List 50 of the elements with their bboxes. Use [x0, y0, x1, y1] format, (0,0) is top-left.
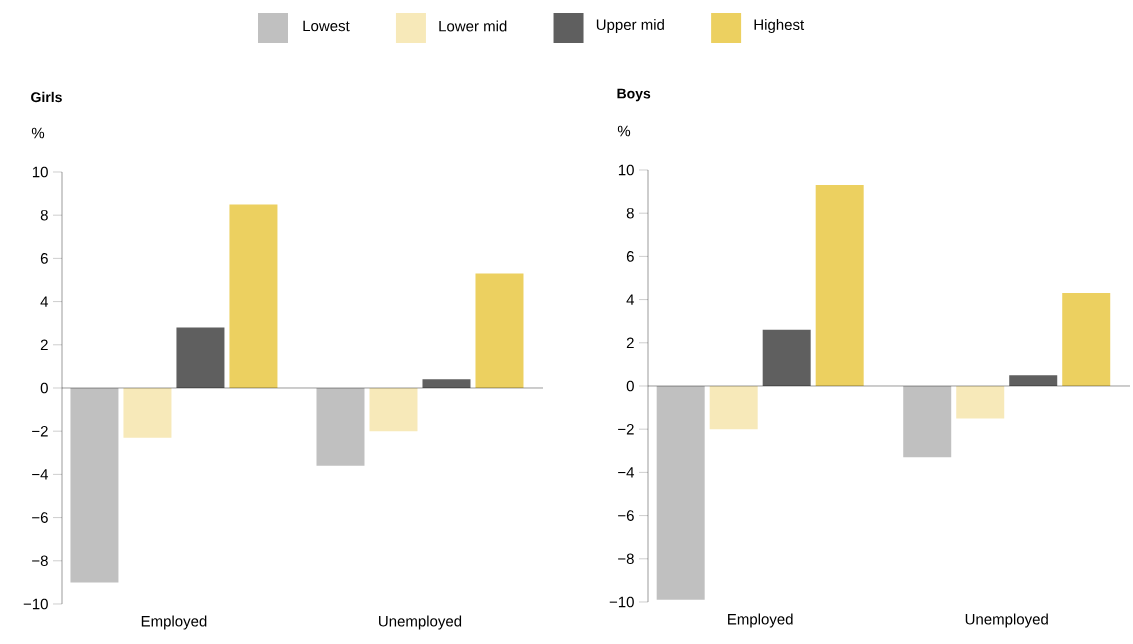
y-tick-label: 8 — [40, 209, 48, 221]
bar — [422, 379, 471, 388]
chart-title: Girls — [31, 91, 62, 103]
y-axis-title: % — [617, 125, 631, 137]
y-axis-title: % — [31, 127, 45, 139]
bar — [903, 385, 952, 458]
y-tick-label: −8 — [32, 555, 48, 567]
y-tick-label: 10 — [618, 164, 634, 176]
chart-title: Boys — [617, 88, 651, 102]
bar — [1062, 293, 1111, 386]
y-tick-label: −4 — [618, 467, 635, 478]
y-tick-label: −6 — [618, 510, 634, 521]
y-tick-label: 2 — [626, 337, 634, 349]
y-tick-label: 10 — [32, 166, 48, 178]
y-tick-label: 6 — [40, 253, 48, 264]
bar — [70, 387, 119, 583]
bar — [656, 385, 705, 600]
y-tick-label: 4 — [40, 296, 49, 307]
y-tick-label: 2 — [40, 339, 48, 351]
y-tick-label: 8 — [626, 207, 634, 219]
y-tick-label: 6 — [626, 251, 634, 262]
bar — [229, 204, 278, 388]
bar — [316, 387, 365, 466]
bar — [956, 385, 1005, 419]
y-tick-label: 4 — [626, 294, 635, 305]
bar — [123, 387, 172, 438]
y-tick-label: −10 — [23, 598, 48, 610]
x-tick-label: Employed — [141, 615, 207, 630]
bar — [475, 273, 524, 388]
bar — [176, 327, 225, 388]
bar — [709, 385, 758, 430]
legend-label: Lower mid — [439, 20, 507, 32]
x-tick-label: Unemployed — [379, 615, 462, 630]
y-tick-label: −2 — [32, 425, 48, 437]
x-tick-label: Employed — [728, 613, 793, 628]
bar — [762, 329, 811, 386]
legend-label: Upper mid — [596, 19, 664, 33]
y-tick-label: 0 — [40, 382, 48, 394]
bar — [369, 387, 418, 432]
y-tick-label: −10 — [609, 596, 634, 608]
y-tick-label: −6 — [32, 512, 48, 523]
legend-label: Highest — [754, 19, 805, 33]
y-tick-label: 0 — [626, 380, 634, 392]
y-tick-label: −2 — [618, 423, 634, 435]
y-tick-label: −8 — [618, 553, 634, 565]
legend-label: Lowest — [303, 20, 350, 32]
x-tick-label: Unemployed — [965, 613, 1048, 628]
y-tick-label: −4 — [32, 469, 49, 480]
bar — [815, 185, 864, 386]
bar — [1009, 375, 1058, 386]
